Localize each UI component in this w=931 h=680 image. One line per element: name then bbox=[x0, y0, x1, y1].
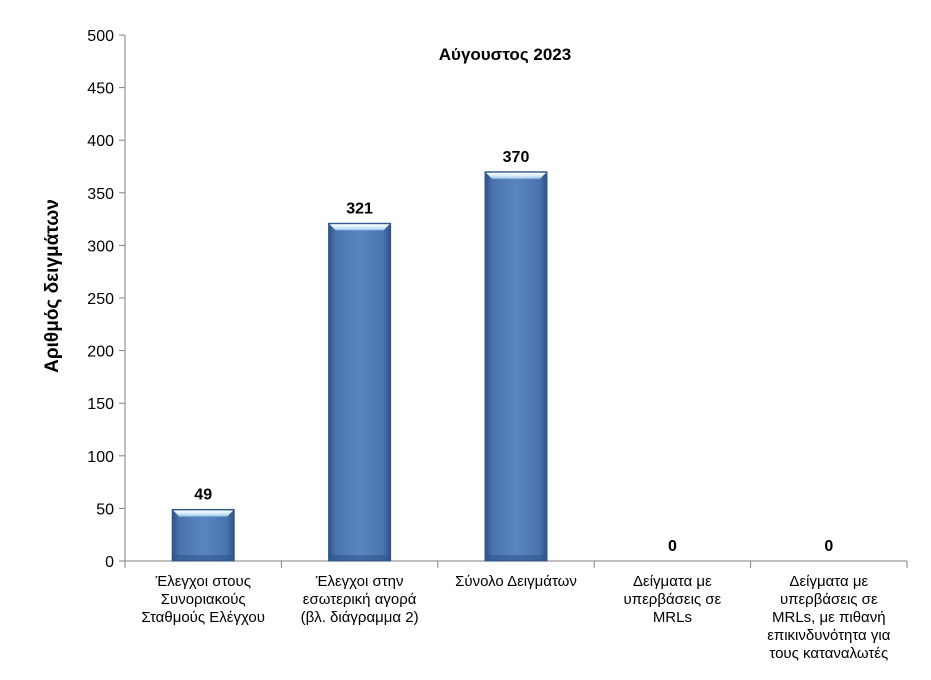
bar-highlight bbox=[329, 224, 390, 231]
bar-base-shade bbox=[486, 555, 546, 561]
bar-body bbox=[171, 508, 235, 562]
data-label: 321 bbox=[346, 200, 373, 217]
bar-base-shade bbox=[173, 555, 234, 561]
x-category-label-line: υπερβάσεις σε bbox=[780, 591, 878, 608]
y-tick-label: 500 bbox=[87, 28, 114, 45]
bar bbox=[171, 508, 235, 562]
x-category-label: Δείγματα με υπερβάσεις σε MRLs bbox=[624, 573, 722, 626]
y-tick-label: 0 bbox=[105, 554, 114, 571]
x-category-label-line: Έλεγχοι στους bbox=[154, 573, 251, 590]
bar bbox=[484, 171, 548, 562]
chart-title: Αύγουστος 2023 bbox=[439, 45, 571, 64]
bar-highlight bbox=[173, 510, 234, 517]
x-category-label: Έλεγχοι στην εσωτερική αγορά (βλ. διάγραμμ… bbox=[301, 573, 419, 626]
y-tick-label: 150 bbox=[87, 396, 114, 413]
y-tick-label: 100 bbox=[87, 449, 114, 466]
x-category-label: Σύνολο Δειγμάτων bbox=[455, 573, 577, 590]
x-category-label-line: Δείγματα με bbox=[789, 573, 868, 590]
data-label: 49 bbox=[194, 486, 212, 503]
x-category-label-line: υπερβάσεις σε bbox=[624, 591, 722, 608]
data-label: 0 bbox=[824, 538, 833, 555]
data-label: 370 bbox=[503, 149, 530, 166]
bar-body bbox=[328, 222, 392, 562]
data-label: 0 bbox=[668, 538, 677, 555]
x-category-label-line: Σταθμούς Ελέγχου bbox=[141, 609, 265, 626]
x-category-label: Έλεγχοι στους Συνοριακούς Σταθμούς Ελέγχου bbox=[141, 573, 265, 626]
x-category-label: Δείγματα με υπερβάσεις σε MRLs, με πιθανή ε… bbox=[767, 573, 891, 662]
x-category-label-line: τους καταναλωτές bbox=[769, 645, 888, 662]
x-category-label-line: Σύνολο Δειγμάτων bbox=[455, 573, 577, 590]
y-tick-label: 350 bbox=[87, 186, 114, 203]
x-category-label-line: Έλεγχοι στην bbox=[315, 573, 404, 590]
y-tick-label: 50 bbox=[96, 501, 114, 518]
x-category-label-line: MRLs, με πιθανή bbox=[772, 609, 886, 626]
y-tick-label: 200 bbox=[87, 344, 114, 361]
y-tick-label: 250 bbox=[87, 291, 114, 308]
y-tick-label: 400 bbox=[87, 133, 114, 150]
bar-base-shade bbox=[329, 555, 390, 561]
y-axis-title: Αριθμός δειγμάτων bbox=[42, 199, 63, 373]
bar-body bbox=[484, 171, 548, 562]
y-tick-label: 450 bbox=[87, 81, 114, 98]
x-category-label-line: Δείγματα με bbox=[633, 573, 712, 590]
bar-highlight bbox=[486, 172, 546, 179]
x-category-label-line: εσωτερική αγορά bbox=[303, 591, 417, 608]
x-category-label-line: (βλ. διάγραμμα 2) bbox=[301, 609, 419, 626]
x-category-label-line: Συνοριακούς bbox=[161, 591, 246, 608]
x-category-label-line: MRLs bbox=[653, 609, 692, 626]
x-category-label-line: επικινδυνότητα για bbox=[767, 627, 891, 644]
y-tick-label: 300 bbox=[87, 238, 114, 255]
bar bbox=[328, 222, 392, 562]
